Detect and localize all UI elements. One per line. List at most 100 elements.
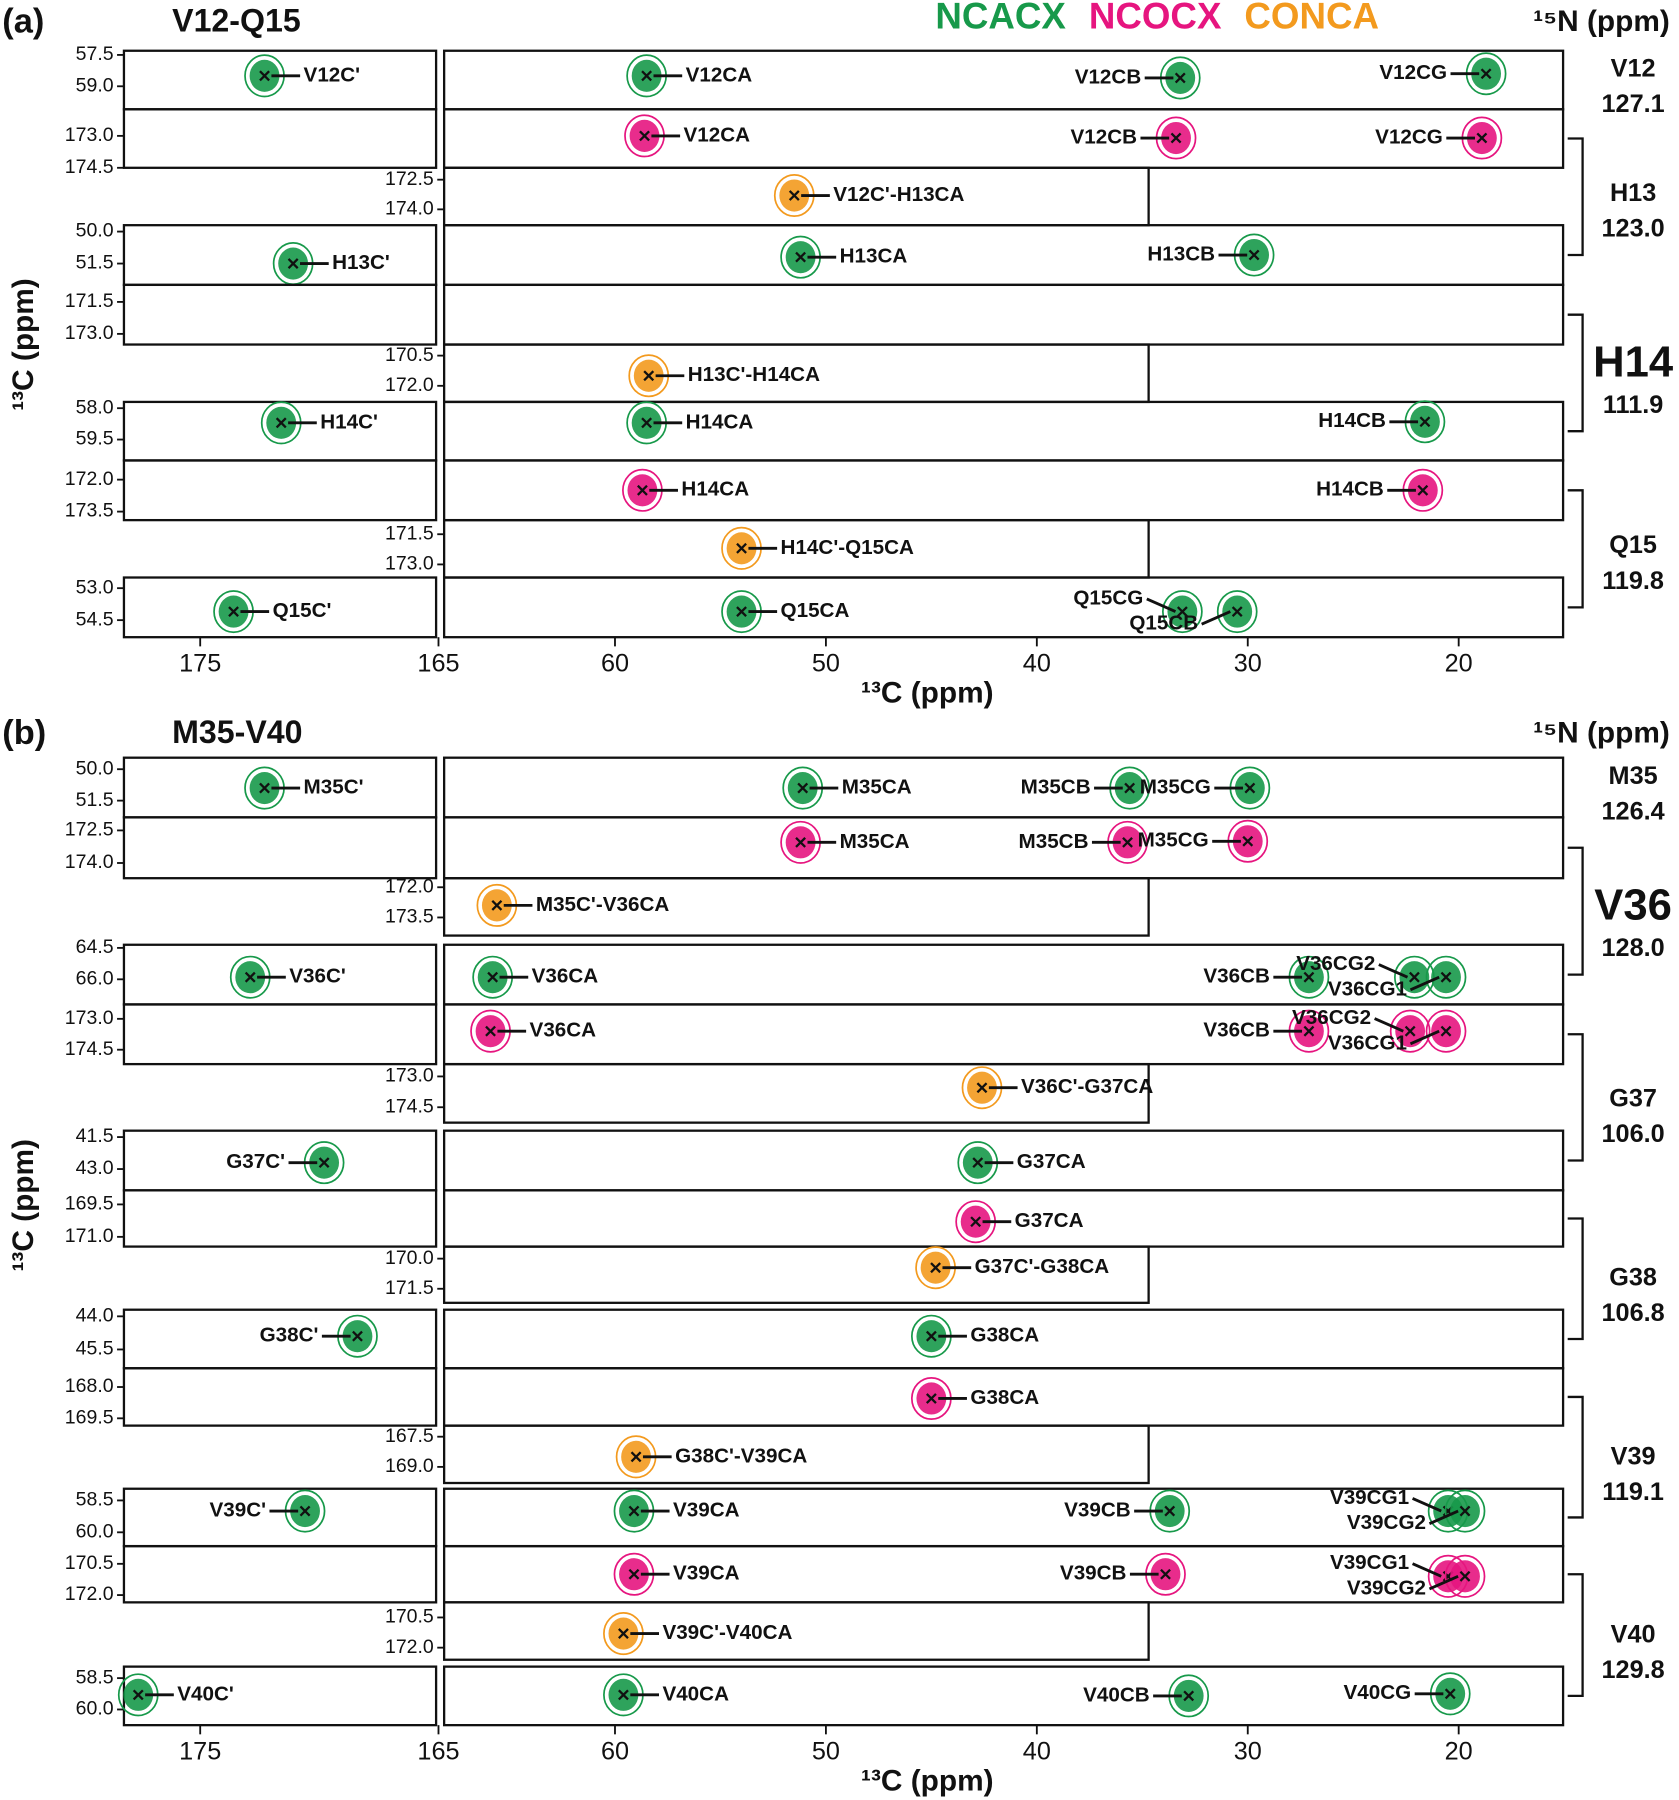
residue-label: M35 [1609, 762, 1658, 790]
x-tick-label: 175 [179, 649, 221, 677]
peak-label: V39CG1 [1330, 1551, 1409, 1574]
peak-marker [1440, 971, 1452, 983]
residue-label: V12 [1611, 54, 1656, 82]
y-tick-label: 64.5 [76, 936, 114, 958]
peak-contour [1162, 590, 1203, 634]
strip-box [122, 576, 438, 639]
peak-label: V39CA [673, 1562, 740, 1585]
peak-label: G37CA [1017, 1150, 1086, 1173]
peak-label: G38C' [260, 1324, 319, 1347]
peak-marker [618, 1689, 629, 1701]
x-tick-label: 40 [1023, 1737, 1051, 1765]
peak-label: V39C'-V40CA [662, 1621, 792, 1644]
y-tick-label: 172.0 [385, 374, 434, 396]
leader-line [1428, 1509, 1459, 1525]
peak-label: V39C' [209, 1499, 266, 1522]
y-tick-label: 174.0 [385, 198, 434, 220]
peak-label: H14CB [1316, 478, 1384, 501]
peak [1155, 116, 1197, 160]
x-tick-label: 175 [179, 1737, 221, 1765]
peak-label: G37CA [1015, 1209, 1084, 1232]
y-tick-label: 53.0 [76, 576, 114, 598]
peak-label: H13C' [332, 251, 390, 274]
peak-contour [1444, 1554, 1486, 1598]
peak-marker [259, 70, 270, 82]
residue-label: V36 [1594, 882, 1672, 930]
peak-marker [318, 1157, 330, 1169]
peak-marker [972, 1157, 984, 1169]
strip-box [442, 1424, 1150, 1485]
peak-label: V12C'-H13CA [833, 183, 964, 206]
peak-label: M35CB [1019, 830, 1089, 853]
strip-box [442, 400, 1565, 462]
y-tick-label: 169.0 [385, 1455, 434, 1477]
y-tick-label: 45.5 [76, 1338, 114, 1360]
y-tick-label: 171.5 [385, 522, 434, 544]
peak-marker [275, 417, 287, 429]
y-tick-label: 171.5 [385, 1277, 434, 1299]
peak-marker [797, 782, 809, 794]
residue-n15: 123.0 [1602, 214, 1665, 242]
peak [1425, 1009, 1467, 1053]
bracket [1567, 1395, 1584, 1519]
peak [1429, 1672, 1471, 1716]
strip-box [122, 283, 438, 346]
peak-contour [1444, 1489, 1486, 1533]
peak-label: V36C' [289, 965, 346, 988]
y-tick-label: 170.5 [385, 1606, 434, 1628]
y-axis-label: ¹³C (ppm) [7, 1139, 40, 1272]
peak-label: H13C'-H14CA [688, 363, 820, 386]
y-tick-label: 169.5 [65, 1406, 114, 1428]
peak-label: Q15CG [1073, 586, 1143, 609]
y-tick-label: 54.5 [76, 608, 114, 630]
peak-label: V36CA [532, 965, 599, 988]
peak-marker [641, 70, 653, 82]
peak-marker [1183, 1690, 1195, 1702]
peak-contour [1425, 1009, 1467, 1053]
residue-n15: 128.0 [1602, 934, 1665, 962]
peak-label: H13CB [1147, 242, 1215, 265]
peak-label: V12CA [684, 123, 751, 146]
peak-marker [228, 606, 239, 618]
peak-marker [1303, 1025, 1315, 1037]
peak [1404, 400, 1446, 444]
peak-label: V39CG2 [1347, 1511, 1426, 1534]
y-tick-label: 43.0 [76, 1157, 114, 1179]
strip-box [122, 108, 438, 169]
y-tick-label: 58.5 [76, 1489, 114, 1511]
peak-label: H14CA [686, 410, 754, 433]
residue-n15: 106.8 [1602, 1299, 1665, 1327]
y-tick-label: 173.5 [385, 906, 434, 928]
peak-marker [1480, 68, 1492, 80]
strip-box [122, 1487, 438, 1548]
bracket [1567, 489, 1584, 609]
peak [1229, 766, 1271, 810]
peak-label: V40CA [662, 1682, 729, 1705]
peak-marker [1170, 132, 1182, 144]
peak-marker [1231, 606, 1243, 618]
peak [721, 590, 762, 634]
y-tick-label: 51.5 [76, 252, 114, 274]
peak-marker [643, 370, 655, 382]
peak-marker [352, 1330, 363, 1342]
residue-label: G38 [1609, 1263, 1657, 1291]
bracket [1567, 1217, 1584, 1341]
y-tick-label: 51.5 [76, 789, 114, 811]
y-tick-label: 174.0 [65, 851, 114, 873]
peak-marker [1459, 1505, 1471, 1517]
peak-marker [736, 606, 747, 618]
leader-line [1411, 1562, 1442, 1578]
peak [1444, 1489, 1486, 1533]
peak-contour [1216, 590, 1258, 634]
y-axis-label: ¹³C (ppm) [7, 278, 40, 411]
residue-n15: 129.8 [1602, 1656, 1665, 1684]
x-tick-label: 30 [1234, 1737, 1262, 1765]
y-tick-label: 41.5 [76, 1125, 114, 1147]
peak-label: V12CA [686, 63, 753, 86]
peak-marker [299, 1505, 311, 1517]
peak [1216, 590, 1258, 634]
residue-n15: 111.9 [1603, 391, 1663, 419]
strip-box [122, 459, 438, 522]
peak-label: H13CA [840, 245, 908, 268]
leader-line [1146, 597, 1177, 613]
